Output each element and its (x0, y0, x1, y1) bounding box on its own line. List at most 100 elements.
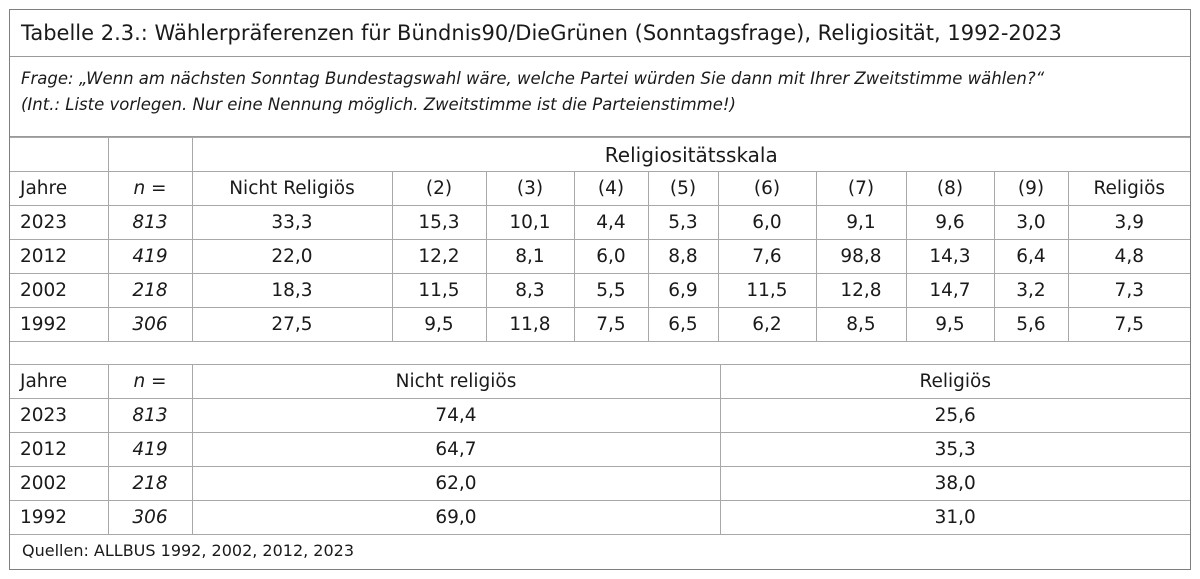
n-cell: 419 (107, 239, 193, 274)
value-cell: 64,7 (191, 432, 721, 467)
value-cell: 7,3 (1067, 273, 1191, 308)
value-cell: 6,0 (573, 239, 649, 274)
header-year: Jahre (10, 365, 109, 399)
value-cell: 5,5 (573, 273, 649, 308)
empty-cell (10, 137, 109, 172)
value-cell: 6,5 (647, 307, 719, 342)
table-row: 2023 813 74,4 25,6 (10, 398, 1190, 433)
value-cell: 7,6 (717, 239, 817, 274)
year-cell: 1992 (10, 307, 109, 342)
n-cell: 218 (107, 273, 193, 308)
column-header-row: Jahre n = Nicht religiös Religiös (10, 365, 1190, 399)
year-cell: 2002 (10, 466, 109, 501)
value-cell: 8,5 (815, 307, 907, 342)
header-year: Jahre (10, 171, 109, 206)
value-cell: 8,8 (647, 239, 719, 274)
year-cell: 2012 (10, 239, 109, 274)
value-cell: 62,0 (191, 466, 721, 501)
question-text: Frage: „Wenn am nächsten Sonntag Bundest… (21, 69, 1045, 88)
table-row: 2002 218 18,3 11,5 8,3 5,5 6,9 11,5 12,8… (10, 273, 1191, 308)
header-scale-2: (2) (391, 171, 487, 206)
group-header-row: Religiositätsskala (10, 137, 1191, 172)
value-cell: 6,2 (717, 307, 817, 342)
value-cell: 4,8 (1067, 239, 1191, 274)
value-cell: 9,1 (815, 205, 907, 240)
value-cell: 14,7 (905, 273, 995, 308)
data-table-container: Tabelle 2.3.: Wählerpräferenzen für Bünd… (9, 9, 1191, 570)
value-cell: 12,8 (815, 273, 907, 308)
header-not-religious: Nicht religiös (191, 365, 721, 399)
n-cell: 306 (107, 307, 193, 342)
header-scale-8: (8) (905, 171, 995, 206)
value-cell: 9,5 (391, 307, 487, 342)
value-cell: 5,6 (993, 307, 1069, 342)
year-cell: 2002 (10, 273, 109, 308)
value-cell: 9,6 (905, 205, 995, 240)
header-scale-7: (7) (815, 171, 907, 206)
spacer-row (10, 341, 1191, 365)
interviewer-note: (Int.: Liste vorlegen. Nur eine Nennung … (21, 95, 736, 114)
value-cell: 10,1 (485, 205, 575, 240)
value-cell: 11,5 (717, 273, 817, 308)
value-cell: 31,0 (719, 500, 1190, 534)
year-cell: 1992 (10, 500, 109, 534)
value-cell: 27,5 (191, 307, 393, 342)
n-cell: 813 (107, 398, 193, 433)
empty-cell (107, 137, 193, 172)
table-row: 2002 218 62,0 38,0 (10, 466, 1190, 501)
header-n: n = (107, 365, 193, 399)
binary-religiosity-table: Jahre n = Nicht religiös Religiös 2023 8… (10, 365, 1190, 534)
header-religious: Religiös (719, 365, 1190, 399)
value-cell: 8,1 (485, 239, 575, 274)
value-cell: 6,4 (993, 239, 1069, 274)
value-cell: 3,9 (1067, 205, 1191, 240)
religiosity-scale-table: Religiositätsskala Jahre n = Nicht Relig… (10, 137, 1191, 365)
value-cell: 7,5 (573, 307, 649, 342)
sources-note: Quellen: ALLBUS 1992, 2002, 2012, 2023 (10, 534, 1190, 568)
table-row: 2012 419 22,0 12,2 8,1 6,0 8,8 7,6 98,8 … (10, 239, 1191, 274)
survey-question: Frage: „Wenn am nächsten Sonntag Bundest… (10, 57, 1190, 137)
table-row: 1992 306 27,5 9,5 11,8 7,5 6,5 6,2 8,5 9… (10, 307, 1191, 342)
value-cell: 25,6 (719, 398, 1190, 433)
value-cell: 8,3 (485, 273, 575, 308)
value-cell: 5,3 (647, 205, 719, 240)
value-cell: 12,2 (391, 239, 487, 274)
table-row: 2023 813 33,3 15,3 10,1 4,4 5,3 6,0 9,1 … (10, 205, 1191, 240)
column-header-row: Jahre n = Nicht Religiös (2) (3) (4) (5)… (10, 171, 1191, 206)
year-cell: 2023 (10, 398, 109, 433)
value-cell: 15,3 (391, 205, 487, 240)
header-not-religious: Nicht Religiös (191, 171, 393, 206)
year-cell: 2012 (10, 432, 109, 467)
value-cell: 9,5 (905, 307, 995, 342)
spacer-cell (10, 341, 1191, 365)
header-scale-4: (4) (573, 171, 649, 206)
table-row: 2012 419 64,7 35,3 (10, 432, 1190, 467)
value-cell: 38,0 (719, 466, 1190, 501)
table-row: 1992 306 69,0 31,0 (10, 500, 1190, 534)
header-scale-3: (3) (485, 171, 575, 206)
n-cell: 218 (107, 466, 193, 501)
n-cell: 306 (107, 500, 193, 534)
value-cell: 69,0 (191, 500, 721, 534)
value-cell: 4,4 (573, 205, 649, 240)
value-cell: 18,3 (191, 273, 393, 308)
value-cell: 33,3 (191, 205, 393, 240)
value-cell: 11,5 (391, 273, 487, 308)
value-cell: 6,0 (717, 205, 817, 240)
n-cell: 419 (107, 432, 193, 467)
n-cell: 813 (107, 205, 193, 240)
value-cell: 35,3 (719, 432, 1190, 467)
value-cell: 6,9 (647, 273, 719, 308)
header-n: n = (107, 171, 193, 206)
value-cell: 98,8 (815, 239, 907, 274)
header-scale-5: (5) (647, 171, 719, 206)
header-scale-9: (9) (993, 171, 1069, 206)
value-cell: 22,0 (191, 239, 393, 274)
header-scale-6: (6) (717, 171, 817, 206)
year-cell: 2023 (10, 205, 109, 240)
religiosity-scale-header: Religiositätsskala (191, 137, 1191, 172)
value-cell: 11,8 (485, 307, 575, 342)
value-cell: 3,0 (993, 205, 1069, 240)
table-title: Tabelle 2.3.: Wählerpräferenzen für Bünd… (10, 10, 1190, 57)
value-cell: 74,4 (191, 398, 721, 433)
